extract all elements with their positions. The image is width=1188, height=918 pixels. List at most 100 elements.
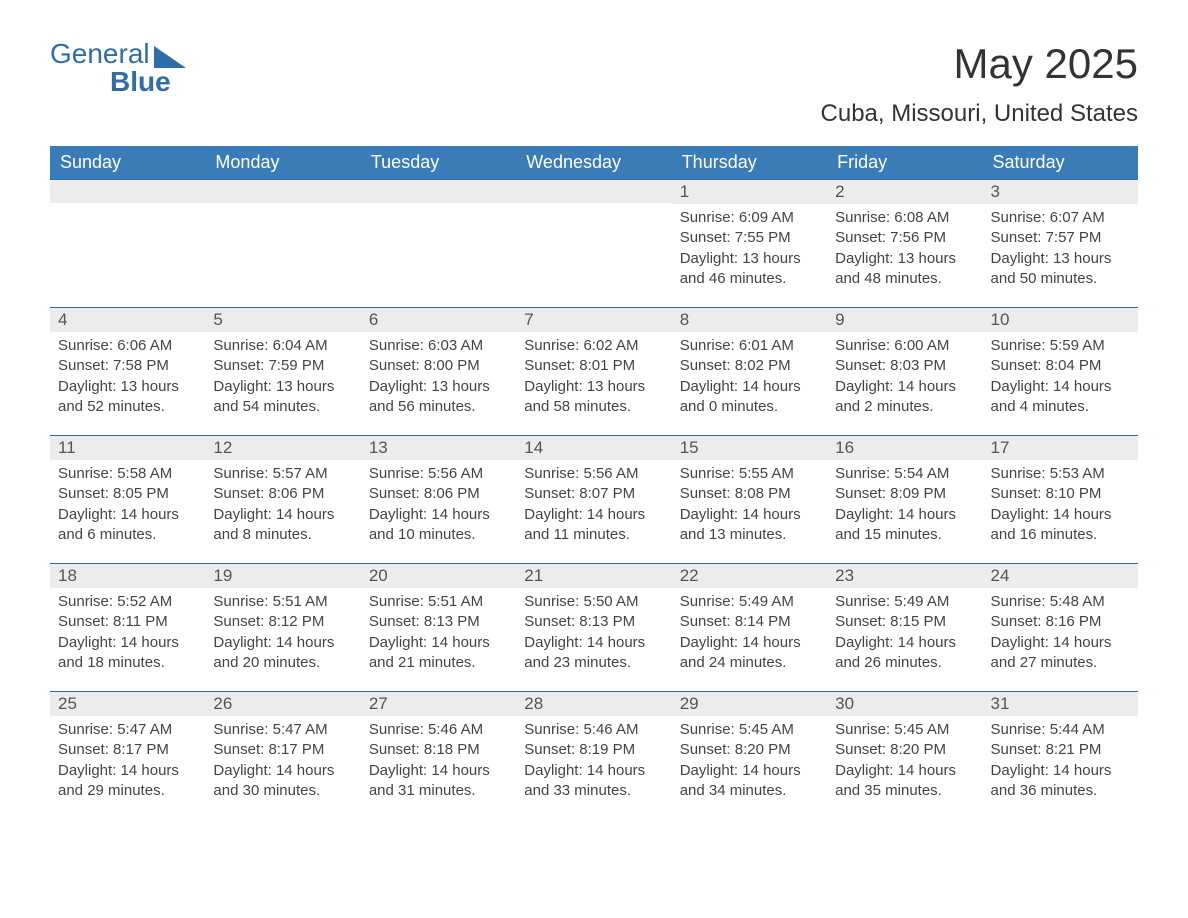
logo-triangle-icon [154, 46, 186, 68]
sunrise-text: Sunrise: 6:07 AM [991, 208, 1130, 228]
day-body: Sunrise: 5:51 AMSunset: 8:13 PMDaylight:… [361, 588, 516, 681]
calendar-cell: 8Sunrise: 6:01 AMSunset: 8:02 PMDaylight… [672, 307, 827, 435]
sunrise-text: Sunrise: 5:57 AM [213, 464, 352, 484]
sunrise-text: Sunrise: 5:52 AM [58, 592, 197, 612]
sunrise-text: Sunrise: 5:59 AM [991, 336, 1130, 356]
day2-text: and 2 minutes. [835, 397, 974, 417]
day2-text: and 16 minutes. [991, 525, 1130, 545]
day-body: Sunrise: 5:58 AMSunset: 8:05 PMDaylight:… [50, 460, 205, 553]
day1-text: Daylight: 14 hours [369, 633, 508, 653]
day2-text: and 26 minutes. [835, 653, 974, 673]
empty-day-bar [50, 179, 205, 203]
day-number: 28 [516, 691, 671, 716]
calendar-cell [361, 179, 516, 307]
day-number: 16 [827, 435, 982, 460]
day-body: Sunrise: 5:50 AMSunset: 8:13 PMDaylight:… [516, 588, 671, 681]
day-number: 29 [672, 691, 827, 716]
sunset-text: Sunset: 8:00 PM [369, 356, 508, 376]
calendar-header-row: Sunday Monday Tuesday Wednesday Thursday… [50, 146, 1138, 179]
day-body: Sunrise: 5:45 AMSunset: 8:20 PMDaylight:… [827, 716, 982, 809]
calendar-cell: 27Sunrise: 5:46 AMSunset: 8:18 PMDayligh… [361, 691, 516, 819]
calendar-cell: 20Sunrise: 5:51 AMSunset: 8:13 PMDayligh… [361, 563, 516, 691]
calendar-cell: 13Sunrise: 5:56 AMSunset: 8:06 PMDayligh… [361, 435, 516, 563]
calendar-cell: 2Sunrise: 6:08 AMSunset: 7:56 PMDaylight… [827, 179, 982, 307]
day-number: 5 [205, 307, 360, 332]
sunset-text: Sunset: 8:10 PM [991, 484, 1130, 504]
day-body: Sunrise: 5:46 AMSunset: 8:18 PMDaylight:… [361, 716, 516, 809]
sunrise-text: Sunrise: 5:58 AM [58, 464, 197, 484]
day2-text: and 10 minutes. [369, 525, 508, 545]
day-body: Sunrise: 5:56 AMSunset: 8:07 PMDaylight:… [516, 460, 671, 553]
calendar-cell: 12Sunrise: 5:57 AMSunset: 8:06 PMDayligh… [205, 435, 360, 563]
sunrise-text: Sunrise: 6:04 AM [213, 336, 352, 356]
sunrise-text: Sunrise: 6:03 AM [369, 336, 508, 356]
sunset-text: Sunset: 8:13 PM [524, 612, 663, 632]
day-number: 7 [516, 307, 671, 332]
sunrise-text: Sunrise: 5:50 AM [524, 592, 663, 612]
sunset-text: Sunset: 8:13 PM [369, 612, 508, 632]
day1-text: Daylight: 14 hours [991, 633, 1130, 653]
day2-text: and 31 minutes. [369, 781, 508, 801]
day-number: 8 [672, 307, 827, 332]
calendar-cell: 26Sunrise: 5:47 AMSunset: 8:17 PMDayligh… [205, 691, 360, 819]
day-number: 6 [361, 307, 516, 332]
day2-text: and 36 minutes. [991, 781, 1130, 801]
sunrise-text: Sunrise: 5:49 AM [835, 592, 974, 612]
calendar-cell: 29Sunrise: 5:45 AMSunset: 8:20 PMDayligh… [672, 691, 827, 819]
day-body: Sunrise: 5:59 AMSunset: 8:04 PMDaylight:… [983, 332, 1138, 425]
sunrise-text: Sunrise: 5:44 AM [991, 720, 1130, 740]
day2-text: and 15 minutes. [835, 525, 974, 545]
sunset-text: Sunset: 7:58 PM [58, 356, 197, 376]
day1-text: Daylight: 14 hours [835, 505, 974, 525]
day-number: 17 [983, 435, 1138, 460]
day-number: 15 [672, 435, 827, 460]
sunset-text: Sunset: 7:56 PM [835, 228, 974, 248]
day2-text: and 56 minutes. [369, 397, 508, 417]
calendar-cell [516, 179, 671, 307]
sunrise-text: Sunrise: 5:47 AM [58, 720, 197, 740]
sunset-text: Sunset: 8:09 PM [835, 484, 974, 504]
day-body: Sunrise: 5:49 AMSunset: 8:14 PMDaylight:… [672, 588, 827, 681]
day-number: 13 [361, 435, 516, 460]
day2-text: and 6 minutes. [58, 525, 197, 545]
day1-text: Daylight: 14 hours [58, 761, 197, 781]
calendar-cell: 18Sunrise: 5:52 AMSunset: 8:11 PMDayligh… [50, 563, 205, 691]
calendar-cell: 7Sunrise: 6:02 AMSunset: 8:01 PMDaylight… [516, 307, 671, 435]
calendar-table: Sunday Monday Tuesday Wednesday Thursday… [50, 146, 1138, 819]
sunset-text: Sunset: 8:05 PM [58, 484, 197, 504]
day-body: Sunrise: 5:47 AMSunset: 8:17 PMDaylight:… [205, 716, 360, 809]
day-body: Sunrise: 6:08 AMSunset: 7:56 PMDaylight:… [827, 204, 982, 297]
day-body: Sunrise: 5:57 AMSunset: 8:06 PMDaylight:… [205, 460, 360, 553]
day2-text: and 0 minutes. [680, 397, 819, 417]
day-body: Sunrise: 6:02 AMSunset: 8:01 PMDaylight:… [516, 332, 671, 425]
day-body: Sunrise: 5:51 AMSunset: 8:12 PMDaylight:… [205, 588, 360, 681]
sunrise-text: Sunrise: 5:53 AM [991, 464, 1130, 484]
calendar-cell: 22Sunrise: 5:49 AMSunset: 8:14 PMDayligh… [672, 563, 827, 691]
day2-text: and 50 minutes. [991, 269, 1130, 289]
sunset-text: Sunset: 8:21 PM [991, 740, 1130, 760]
header: General Blue May 2025 [50, 40, 1138, 96]
day1-text: Daylight: 13 hours [369, 377, 508, 397]
sunset-text: Sunset: 8:07 PM [524, 484, 663, 504]
page-title: May 2025 [954, 40, 1138, 88]
day2-text: and 23 minutes. [524, 653, 663, 673]
day-body: Sunrise: 6:03 AMSunset: 8:00 PMDaylight:… [361, 332, 516, 425]
calendar-cell: 6Sunrise: 6:03 AMSunset: 8:00 PMDaylight… [361, 307, 516, 435]
day1-text: Daylight: 14 hours [835, 633, 974, 653]
logo-text-top: General [50, 40, 150, 68]
day-number: 1 [672, 179, 827, 204]
day-body: Sunrise: 5:52 AMSunset: 8:11 PMDaylight:… [50, 588, 205, 681]
day-number: 2 [827, 179, 982, 204]
day-body: Sunrise: 5:55 AMSunset: 8:08 PMDaylight:… [672, 460, 827, 553]
table-row: 25Sunrise: 5:47 AMSunset: 8:17 PMDayligh… [50, 691, 1138, 819]
calendar-cell: 31Sunrise: 5:44 AMSunset: 8:21 PMDayligh… [983, 691, 1138, 819]
col-tuesday: Tuesday [361, 146, 516, 179]
day2-text: and 11 minutes. [524, 525, 663, 545]
sunset-text: Sunset: 7:55 PM [680, 228, 819, 248]
day-number: 4 [50, 307, 205, 332]
calendar-cell: 28Sunrise: 5:46 AMSunset: 8:19 PMDayligh… [516, 691, 671, 819]
table-row: 11Sunrise: 5:58 AMSunset: 8:05 PMDayligh… [50, 435, 1138, 563]
day-number: 31 [983, 691, 1138, 716]
col-saturday: Saturday [983, 146, 1138, 179]
day-number: 19 [205, 563, 360, 588]
